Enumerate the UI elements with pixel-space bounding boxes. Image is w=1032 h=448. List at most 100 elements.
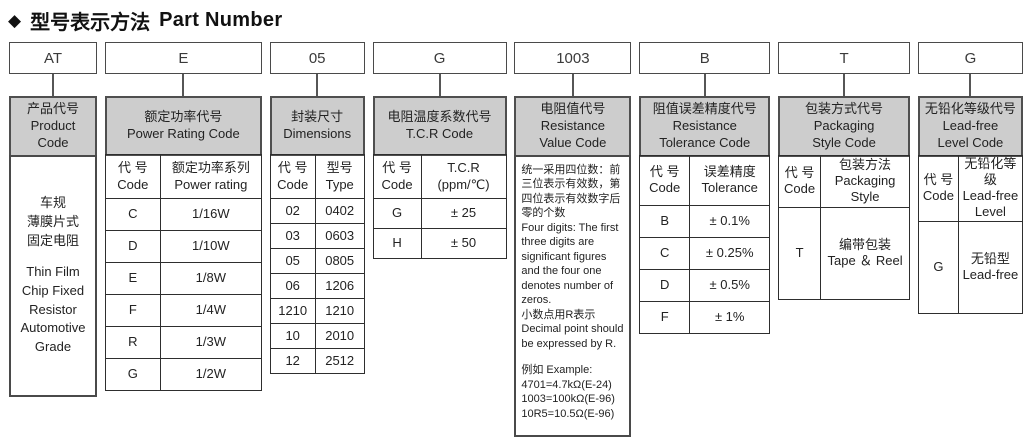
header-en: Value Code	[539, 134, 607, 150]
header-zh: 电阻值代号	[540, 101, 606, 116]
product-zh-line: 固定电阻	[26, 232, 79, 248]
table-row: B ± 0.1%	[639, 204, 771, 238]
code-column-header: 代 号 Code	[269, 154, 316, 199]
connector-line	[52, 74, 54, 96]
table-header-row: 代 号 Code T.C.R (ppm/℃)	[372, 154, 507, 199]
power-header: 额定功率代号 Power Rating Code	[104, 96, 262, 156]
table-header-row: 代 号 Code 误差精度 Tolerance	[639, 154, 771, 206]
header-en: Level Code	[937, 134, 1004, 150]
code-cell: 06	[269, 273, 316, 299]
tolerance-header: 阻值误差精度代号 Resistance Tolerance Code	[639, 96, 771, 157]
product-en-line: Chip Fixed	[21, 282, 85, 298]
table-header-row: 代 号 Code 型号 Type	[269, 154, 365, 199]
page-title-en: Part Number	[159, 8, 283, 31]
part-code: B	[699, 49, 710, 67]
part-code-box-product: AT	[9, 42, 97, 74]
code-column-header: 代 号 Code	[778, 154, 822, 208]
code-cell: 12	[269, 348, 316, 374]
header-zh: 包装方式代号	[805, 101, 884, 116]
header-en: Resistance	[540, 117, 606, 133]
product-zh-line: 薄膜片式	[26, 214, 79, 230]
column-tolerance: B 阻值误差精度代号 Resistance Tolerance Code 代 号…	[639, 42, 771, 334]
code-cell: D	[639, 268, 691, 302]
code-cell: F	[104, 294, 161, 327]
part-code-box-resistance: 1003	[514, 42, 632, 74]
value-cell: 1210	[314, 298, 365, 324]
value-cell: 1/4W	[159, 294, 262, 327]
table-row: G 1/2W	[104, 358, 262, 391]
tcr-table: 代 号 Code T.C.R (ppm/℃) G ± 25 H ± 50	[372, 154, 507, 259]
packaging-header: 包装方式代号 Packaging Style Code	[778, 96, 911, 157]
value-column-header: 误差精度 Tolerance	[689, 154, 771, 206]
value-cell: 无铅型 Lead-free	[957, 220, 1023, 314]
table-row: D 1/10W	[104, 230, 262, 263]
table-header-row: 代 号 Code 无铅化等级 Lead-free Level	[917, 154, 1023, 222]
product-en-line: Resistor	[29, 301, 77, 317]
part-code: 1003	[556, 49, 590, 67]
product-en-line: Thin Film	[26, 263, 80, 279]
table-row: 02 0402	[269, 198, 365, 224]
connector-line	[438, 74, 441, 96]
column-tcr: G 电阻温度系数代号 T.C.R Code 代 号 Code T.C.R (pp…	[372, 42, 507, 259]
value-column-header: T.C.R (ppm/℃)	[420, 154, 507, 199]
leadfree-table: 代 号 Code 无铅化等级 Lead-free Level G 无铅型 Lea…	[917, 154, 1023, 314]
example-line: 1003=100kΩ(E-96)	[521, 393, 615, 406]
header-en: Packaging	[813, 117, 875, 133]
part-code: T	[839, 49, 849, 67]
code-column-header: 代 号 Code	[917, 154, 959, 222]
dimensions-header: 封装尺寸 Dimensions	[269, 96, 365, 156]
part-code-box-power: E	[104, 42, 262, 74]
value-cell: 编带包装 Tape ＆ Reel	[820, 206, 911, 300]
connector-line	[843, 74, 846, 96]
product-en-line: Grade	[34, 339, 72, 355]
table-row: F ± 1%	[639, 300, 771, 334]
part-code-box-tolerance: B	[639, 42, 771, 74]
table-row: E 1/8W	[104, 262, 262, 295]
part-code: G	[433, 49, 446, 67]
table-header-row: 代 号 Code 额定功率系列 Power rating	[104, 154, 262, 199]
header-zh: 产品代号	[26, 101, 79, 116]
code-cell: G	[104, 358, 161, 391]
leadfree-header: 无铅化等级代号 Lead-free Level Code	[917, 96, 1023, 157]
table-row: 10 2010	[269, 323, 365, 349]
table-row: 12 2512	[269, 348, 365, 374]
value-cell: 0402	[314, 198, 365, 224]
value-cell: 1/2W	[159, 358, 262, 391]
table-header-row: 代 号 Code 包装方法 Packaging Style	[778, 154, 911, 208]
code-column-header: 代 号 Code	[372, 154, 422, 199]
product-description-box: 车规 薄膜片式 固定电阻 Thin Film Chip Fixed Resist…	[9, 154, 97, 397]
packaging-table: 代 号 Code 包装方法 Packaging Style T 编带包装 Tap…	[778, 154, 911, 300]
page-title: ◆ 型号表示方法 Part Number	[0, 0, 1032, 34]
table-row: 03 0603	[269, 223, 365, 249]
value-column-header: 型号 Type	[314, 154, 365, 199]
code-cell: E	[104, 262, 161, 295]
table-row: H ± 50	[372, 228, 507, 259]
product-en-line: Automotive	[20, 320, 86, 336]
code-cell: T	[778, 206, 822, 300]
connector-line	[316, 74, 319, 96]
value-column-header: 包装方法 Packaging Style	[820, 154, 911, 208]
table-row: G ± 25	[372, 198, 507, 229]
code-cell: R	[104, 326, 161, 359]
code-cell: C	[104, 198, 161, 231]
part-code-box-dimensions: 05	[269, 42, 365, 74]
value-cell: 1/10W	[159, 230, 262, 263]
resistance-header: 电阻值代号 Resistance Value Code	[514, 96, 632, 157]
header-en: Lead-free	[942, 117, 999, 133]
header-en: Style Code	[812, 134, 876, 150]
code-column-header: 代 号 Code	[104, 154, 161, 199]
product-header: 产品代号 Product Code	[9, 96, 97, 157]
value-cell: ± 0.25%	[689, 236, 771, 270]
value-cell: 1206	[314, 273, 365, 299]
code-cell: G	[372, 198, 422, 229]
code-cell: 02	[269, 198, 316, 224]
header-zh: 电阻温度系数代号	[387, 109, 492, 125]
product-zh-line: 车规	[39, 195, 66, 211]
connector-line	[969, 74, 972, 96]
table-row: 1210 1210	[269, 298, 365, 324]
example-line: 4701=4.7kΩ(E-24)	[521, 378, 612, 391]
header-en: T.C.R Code	[405, 126, 474, 141]
power-rating-table: 代 号 Code 额定功率系列 Power rating C 1/16W D 1…	[104, 154, 262, 391]
code-cell: H	[372, 228, 422, 259]
table-row: C 1/16W	[104, 198, 262, 231]
